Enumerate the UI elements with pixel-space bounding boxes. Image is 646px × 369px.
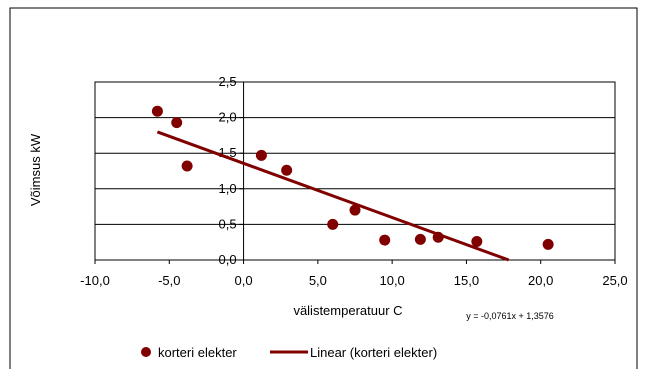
legend: korteri elekter Linear (korteri elekter)	[141, 345, 437, 360]
x-tick-label: -10,0	[80, 273, 110, 288]
x-tick-label: 0,0	[235, 273, 253, 288]
y-axis-label: Võimsus kW	[28, 133, 43, 206]
plot-area	[94, 81, 616, 261]
y-tick-label: 2,5	[218, 74, 236, 89]
x-tick-label: 5,0	[309, 273, 327, 288]
data-point	[327, 218, 339, 230]
data-point	[181, 160, 193, 172]
trendline-group	[156, 130, 510, 262]
axes	[95, 82, 615, 261]
data-point	[471, 235, 483, 247]
data-point	[151, 105, 163, 117]
legend-marker-series	[141, 347, 151, 357]
x-tick-label: 10,0	[379, 273, 404, 288]
data-point	[432, 231, 444, 243]
data-point	[542, 238, 554, 250]
x-tick-label: 20,0	[528, 273, 553, 288]
data-point	[281, 164, 293, 176]
y-tick-label: 1,0	[218, 181, 236, 196]
data-point	[414, 233, 426, 245]
trendline-equation: y = -0,0761x + 1,3576	[466, 311, 554, 321]
trendline	[156, 130, 510, 262]
x-tick-label: -5,0	[158, 273, 180, 288]
x-tick-label: 15,0	[454, 273, 479, 288]
data-point	[255, 149, 267, 161]
legend-label-series: korteri elekter	[158, 345, 237, 360]
y-tick-label: 0,5	[218, 216, 236, 231]
data-point	[379, 234, 391, 246]
data-point	[349, 204, 361, 216]
gridlines	[95, 117, 615, 225]
x-axis-ticks: -10,0 -5,0 0,0 5,0 10,0 15,0 20,0 25,0	[80, 260, 628, 288]
y-tick-label: 2,0	[218, 110, 236, 125]
data-points	[151, 105, 554, 250]
x-axis-label: välistemperatuur C	[293, 303, 402, 318]
data-point	[171, 117, 183, 129]
x-tick-label: 25,0	[602, 273, 627, 288]
legend-label-trendline: Linear (korteri elekter)	[310, 345, 437, 360]
